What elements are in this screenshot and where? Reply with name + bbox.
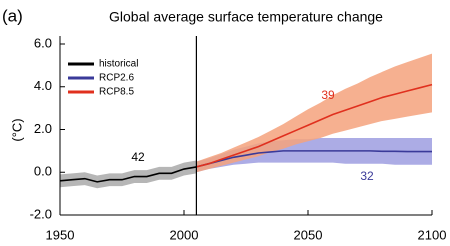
legend-label: RCP8.5 xyxy=(99,87,134,98)
model-count: 42 xyxy=(131,150,145,164)
y-axis-label: (°C) xyxy=(9,118,24,141)
y-tick-label: 2.0 xyxy=(34,121,52,136)
y-tick-label: 4.0 xyxy=(34,78,52,93)
x-tick-label: 2100 xyxy=(418,227,447,242)
y-tick-label: -2.0 xyxy=(30,206,52,221)
legend-label: historical xyxy=(99,59,138,70)
model-count: 39 xyxy=(321,88,335,102)
uncertainty-band xyxy=(60,160,197,189)
y-tick-label: 6.0 xyxy=(34,35,52,50)
series-line xyxy=(196,83,433,168)
series-line xyxy=(196,150,432,168)
legend-label: RCP2.6 xyxy=(99,73,134,84)
panel-label: (a) xyxy=(2,6,23,25)
y-tick-label: 0.0 xyxy=(34,164,52,179)
model-count: 32 xyxy=(360,169,374,183)
series-line xyxy=(59,166,197,183)
x-tick-label: 1950 xyxy=(46,227,75,242)
chart-title: Global average surface temperature chang… xyxy=(109,9,383,25)
x-tick-label: 2050 xyxy=(294,227,323,242)
uncertainty-band xyxy=(196,53,432,173)
x-tick-label: 2000 xyxy=(170,227,199,242)
